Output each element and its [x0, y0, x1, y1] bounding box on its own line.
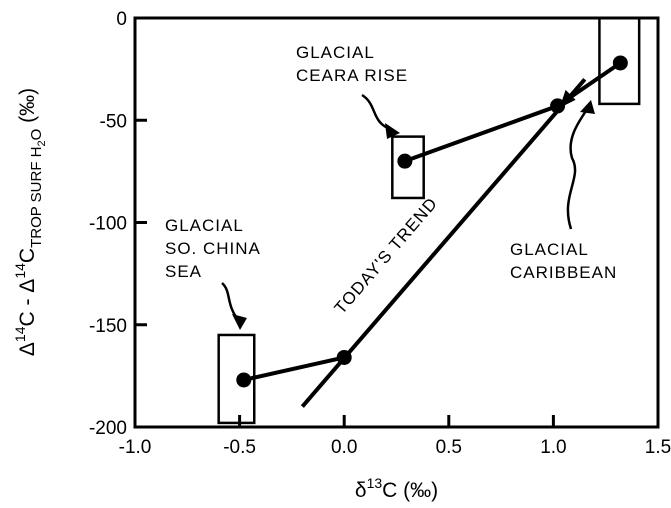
x-tick-label: 1.5 [645, 437, 671, 458]
x-axis-title: δ13C (‰) [355, 475, 438, 502]
y-title-sub: TROP SURF H [28, 147, 45, 248]
anno-ceara: GLACIAL CEARA RISE [296, 43, 408, 85]
y-tick-label: 0 [116, 9, 127, 30]
annotation-line: SEA [165, 262, 202, 281]
box-ceara [391, 135, 425, 200]
x-axis-title-main: δ [355, 479, 367, 502]
data-segment [243, 355, 345, 382]
annotation-line: SO. CHINA [165, 239, 261, 258]
data-segment [404, 104, 559, 164]
y-tick-label: -150 [89, 316, 127, 337]
y-axis-title: Δ14C - Δ14CTROP SURF H2O (‰) [12, 88, 48, 356]
annotation-line: GLACIAL [510, 240, 589, 259]
arrow-caribbean [566, 107, 590, 230]
y-title-part2: C - Δ [16, 279, 39, 327]
arrowhead-china-sea [232, 314, 247, 330]
anno-caribbean: GLACIAL CARIBBEAN [510, 240, 617, 282]
anno-china-sea: GLACIAL SO. CHINA SEA [165, 216, 261, 281]
y-title-sub3: O [28, 129, 45, 141]
data-point-caribbean [612, 55, 628, 71]
todays-trend-label: TODAY'S TREND [331, 194, 442, 318]
arrowhead-ceara [385, 123, 400, 139]
data-point-ceara [397, 153, 413, 169]
x-tick-label: -1.0 [119, 437, 152, 458]
annotation-line: GLACIAL [165, 216, 244, 235]
y-title-sup1: 14 [12, 326, 28, 342]
y-title-delta1: Δ [16, 342, 39, 356]
x-tick-label: 0.0 [331, 437, 357, 458]
trend-arrowhead [559, 89, 576, 108]
annotation-line: CEARA RISE [296, 66, 408, 85]
y-title-c: C [16, 248, 39, 263]
box-caribbean [598, 16, 641, 106]
y-title-sup2: 14 [12, 263, 28, 279]
y-tick-label: -100 [89, 214, 127, 235]
y-tick-label: -200 [89, 418, 127, 439]
x-tick-label: -0.5 [223, 437, 256, 458]
annotation-line: CARIBBEAN [510, 263, 617, 282]
plot-area [133, 16, 660, 429]
x-axis-title-rest: C (‰) [382, 479, 438, 502]
y-title-sub2: 2 [36, 140, 48, 146]
x-tick-label: 1.0 [540, 437, 566, 458]
arrowhead-caribbean [580, 100, 595, 114]
y-title-unit: (‰) [16, 88, 39, 129]
chart-marks [217, 16, 641, 425]
x-axis-title-sup: 13 [367, 475, 383, 491]
y-tick-label: -50 [100, 111, 127, 132]
annotation-line: GLACIAL [296, 43, 375, 62]
data-point-china-sea-today [336, 349, 352, 365]
data-point-china-sea [236, 372, 252, 388]
data-point-ceara-today [550, 98, 566, 114]
x-tick-label: 0.5 [436, 437, 462, 458]
todays-trend-line [300, 78, 587, 408]
